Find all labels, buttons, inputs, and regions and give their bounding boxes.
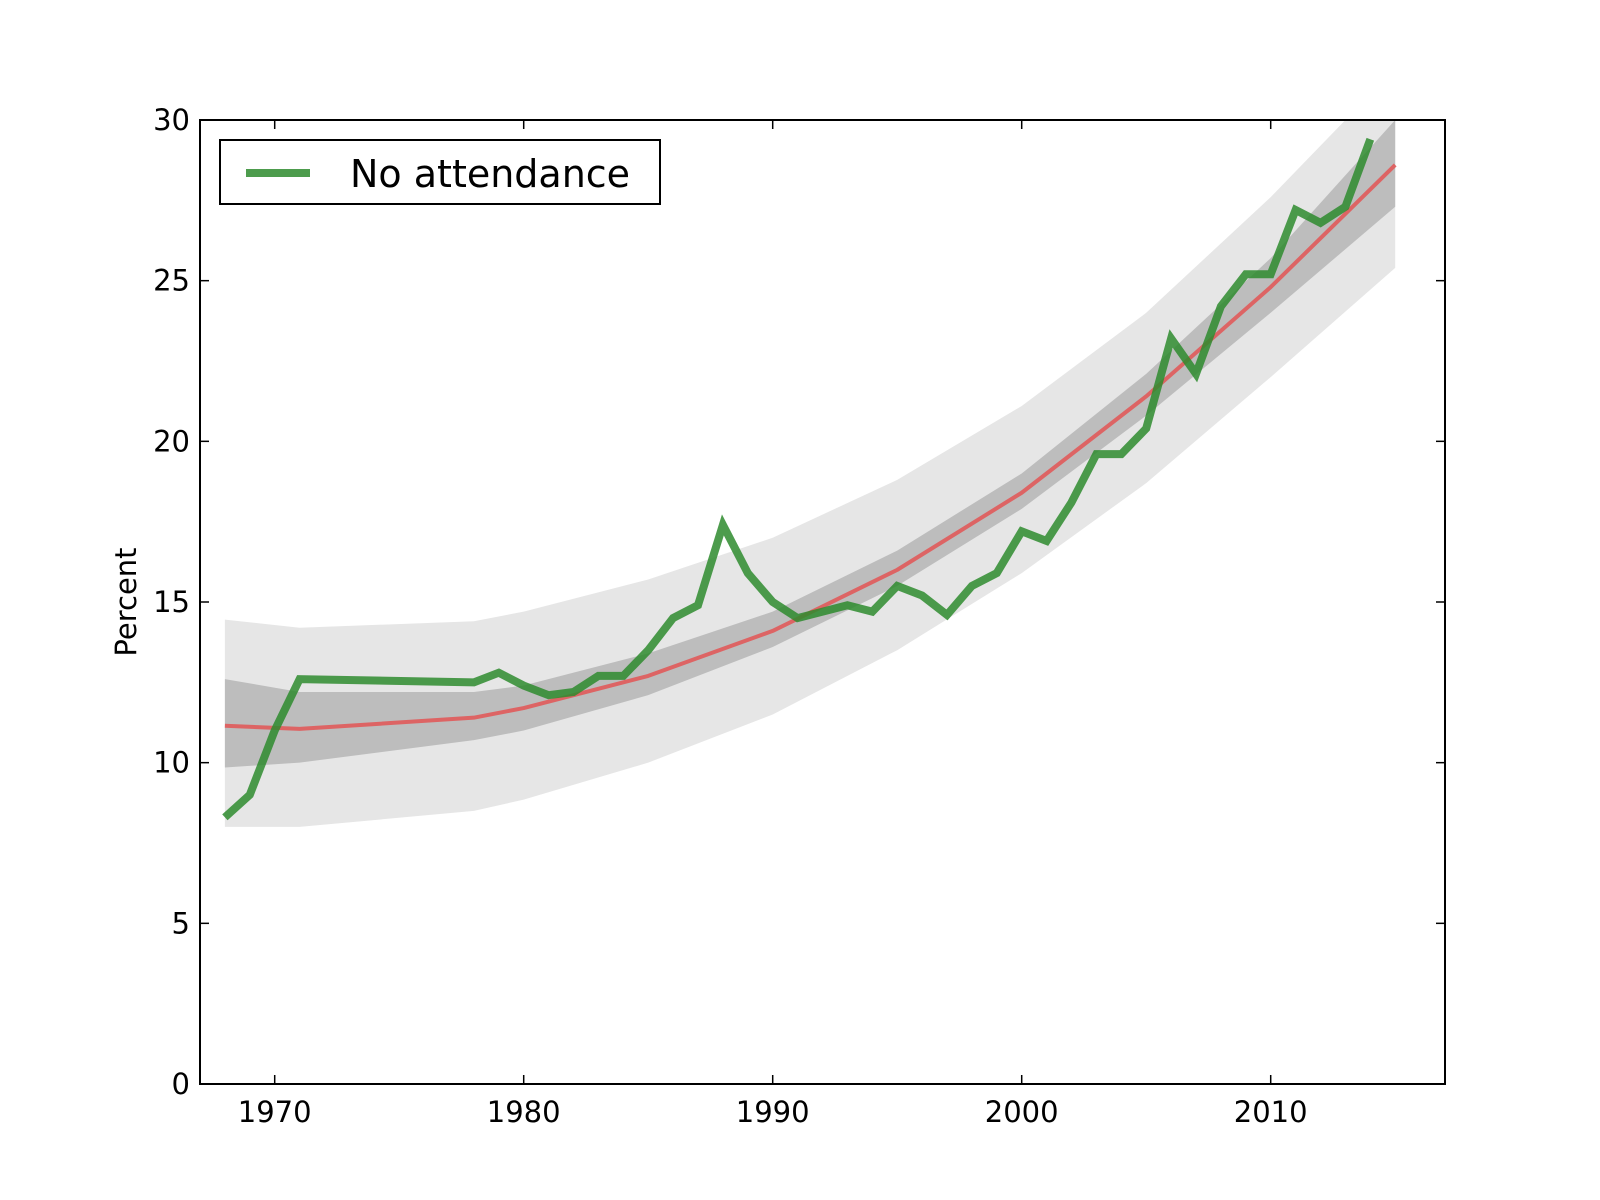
x-tick-label: 2010 bbox=[1234, 1095, 1308, 1129]
x-tick-label: 1990 bbox=[736, 1095, 810, 1129]
x-tick-label: 1970 bbox=[238, 1095, 312, 1129]
y-axis-label: Percent bbox=[109, 547, 143, 656]
y-tick-label: 30 bbox=[153, 103, 190, 137]
no-attendance-line bbox=[222, 137, 1375, 821]
y-tick-label: 5 bbox=[172, 906, 190, 940]
legend: No attendance bbox=[219, 139, 661, 205]
inner-interval-band bbox=[224, 120, 1396, 768]
axis-ticks bbox=[200, 119, 1445, 1085]
legend-label: No attendance bbox=[350, 152, 630, 196]
confidence-bands bbox=[224, 120, 1396, 827]
y-tick-label: 25 bbox=[153, 264, 190, 298]
series-lines bbox=[222, 137, 1397, 821]
y-tick-label: 15 bbox=[153, 585, 190, 619]
y-tick-label: 0 bbox=[172, 1067, 190, 1101]
outer-interval-band bbox=[224, 120, 1396, 827]
y-tick-label: 10 bbox=[153, 746, 190, 780]
x-tick-label: 1980 bbox=[487, 1095, 561, 1129]
tick-labels: 1970 1980 1990 2000 2010 0 5 10 15 20 25 30 bbox=[153, 103, 1308, 1129]
y-tick-label: 20 bbox=[153, 424, 190, 458]
x-tick-label: 2000 bbox=[985, 1095, 1059, 1129]
